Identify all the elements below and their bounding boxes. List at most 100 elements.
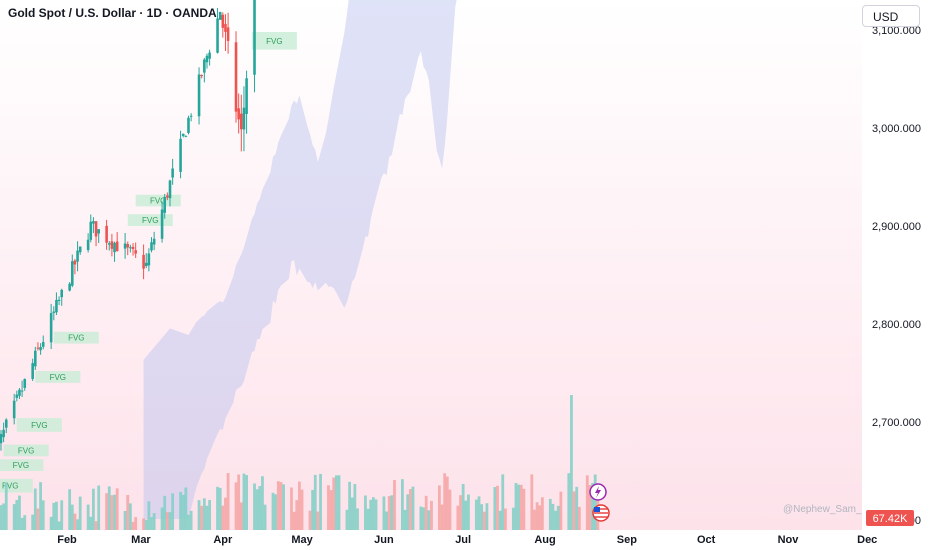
volume-bar xyxy=(15,499,19,530)
volume-bar xyxy=(348,481,351,530)
volume-bar xyxy=(427,510,431,530)
volume-bar xyxy=(540,497,544,530)
candle xyxy=(18,389,21,396)
time-tick-label: Dec xyxy=(857,534,877,546)
price-tick-label: 3,100.000 xyxy=(872,25,921,37)
volume-bar xyxy=(572,491,576,530)
volume-bar xyxy=(353,484,357,530)
candle xyxy=(55,299,58,313)
candle xyxy=(86,239,90,251)
candle xyxy=(2,429,5,438)
volume-bar xyxy=(591,483,594,530)
volume-bar xyxy=(31,514,35,530)
fvg-label: FVG xyxy=(266,37,282,46)
volume-bar xyxy=(474,499,478,530)
volume-bar xyxy=(126,494,130,530)
fvg-label: FVG xyxy=(31,421,47,430)
candle xyxy=(253,0,256,75)
volume-bar xyxy=(184,487,188,530)
fvg-zone xyxy=(3,444,49,457)
candle xyxy=(76,250,79,262)
candle xyxy=(110,241,114,249)
fvg-label: FVG xyxy=(50,373,66,382)
volume-bar xyxy=(464,500,468,530)
volume-bar xyxy=(419,506,423,530)
volume-value-label: 67.42K xyxy=(873,513,909,525)
candle xyxy=(147,253,151,266)
volume-bar xyxy=(559,491,563,530)
volume-bar xyxy=(300,489,304,530)
volume-bar xyxy=(202,498,206,530)
time-tick-label: Apr xyxy=(213,534,233,546)
volume-bar xyxy=(39,482,42,530)
volume-bar xyxy=(113,494,116,530)
volume-bar xyxy=(276,481,280,530)
volume-bar xyxy=(2,503,6,530)
volume-bar xyxy=(163,495,167,530)
volume-bar xyxy=(150,517,153,530)
candle xyxy=(150,242,153,251)
candle xyxy=(89,221,93,240)
volume-bar xyxy=(345,509,349,530)
time-tick-label: Sep xyxy=(617,534,637,546)
candle xyxy=(78,246,82,253)
candle xyxy=(160,209,164,239)
volume-bar xyxy=(57,521,61,530)
fvg-zone xyxy=(53,331,99,344)
currency-button[interactable]: USD xyxy=(862,5,920,27)
candle xyxy=(166,195,169,198)
candle xyxy=(216,18,219,53)
volume-bar xyxy=(498,510,502,530)
volume-bar xyxy=(329,490,333,530)
volume-bar xyxy=(577,506,581,530)
volume-bar xyxy=(556,505,560,530)
volume-bar xyxy=(467,494,470,530)
volume-bar xyxy=(461,483,465,530)
volume-bar xyxy=(128,503,132,530)
volume-bar xyxy=(20,517,24,530)
volume-bar xyxy=(313,474,317,530)
price-tick-label: 3,000.000 xyxy=(872,123,921,135)
fvg-zone xyxy=(0,478,33,493)
candle xyxy=(184,136,188,138)
candle xyxy=(20,390,24,392)
volume-bar xyxy=(551,503,555,530)
volume-bar xyxy=(448,489,452,530)
volume-bar xyxy=(237,474,241,530)
time-tick-label: May xyxy=(291,534,313,546)
volume-bar xyxy=(18,495,21,530)
fvg-label: FVG xyxy=(13,461,29,470)
volume-bar xyxy=(332,477,336,530)
volume-bar xyxy=(245,475,248,530)
volume-bar xyxy=(115,488,119,530)
volume-bar xyxy=(86,504,90,530)
volume-bar xyxy=(261,476,264,530)
volume-bar xyxy=(374,499,378,530)
volume-bar xyxy=(168,512,172,530)
time-tick-label: Mar xyxy=(131,534,151,546)
volume-bar xyxy=(179,491,182,530)
candle xyxy=(242,107,246,130)
candle xyxy=(168,180,172,199)
candle xyxy=(60,289,64,298)
candle xyxy=(115,241,119,252)
volume-bar xyxy=(406,494,410,530)
candle xyxy=(126,244,130,248)
fvg-zone xyxy=(135,194,181,207)
volume-bar xyxy=(271,492,275,530)
candle xyxy=(123,243,127,249)
volume-bar xyxy=(496,485,499,530)
candle xyxy=(200,75,203,77)
volume-bar xyxy=(33,488,37,530)
price-tick-label: 2,900.000 xyxy=(872,221,921,233)
volume-bar xyxy=(49,516,53,530)
candle xyxy=(144,262,148,267)
volume-bar xyxy=(73,513,77,530)
volume-bar xyxy=(319,473,322,530)
candle xyxy=(205,55,209,63)
volume-bar xyxy=(401,479,404,530)
candle xyxy=(245,78,248,114)
volume-bar xyxy=(437,485,441,530)
volume-bar xyxy=(255,489,259,530)
